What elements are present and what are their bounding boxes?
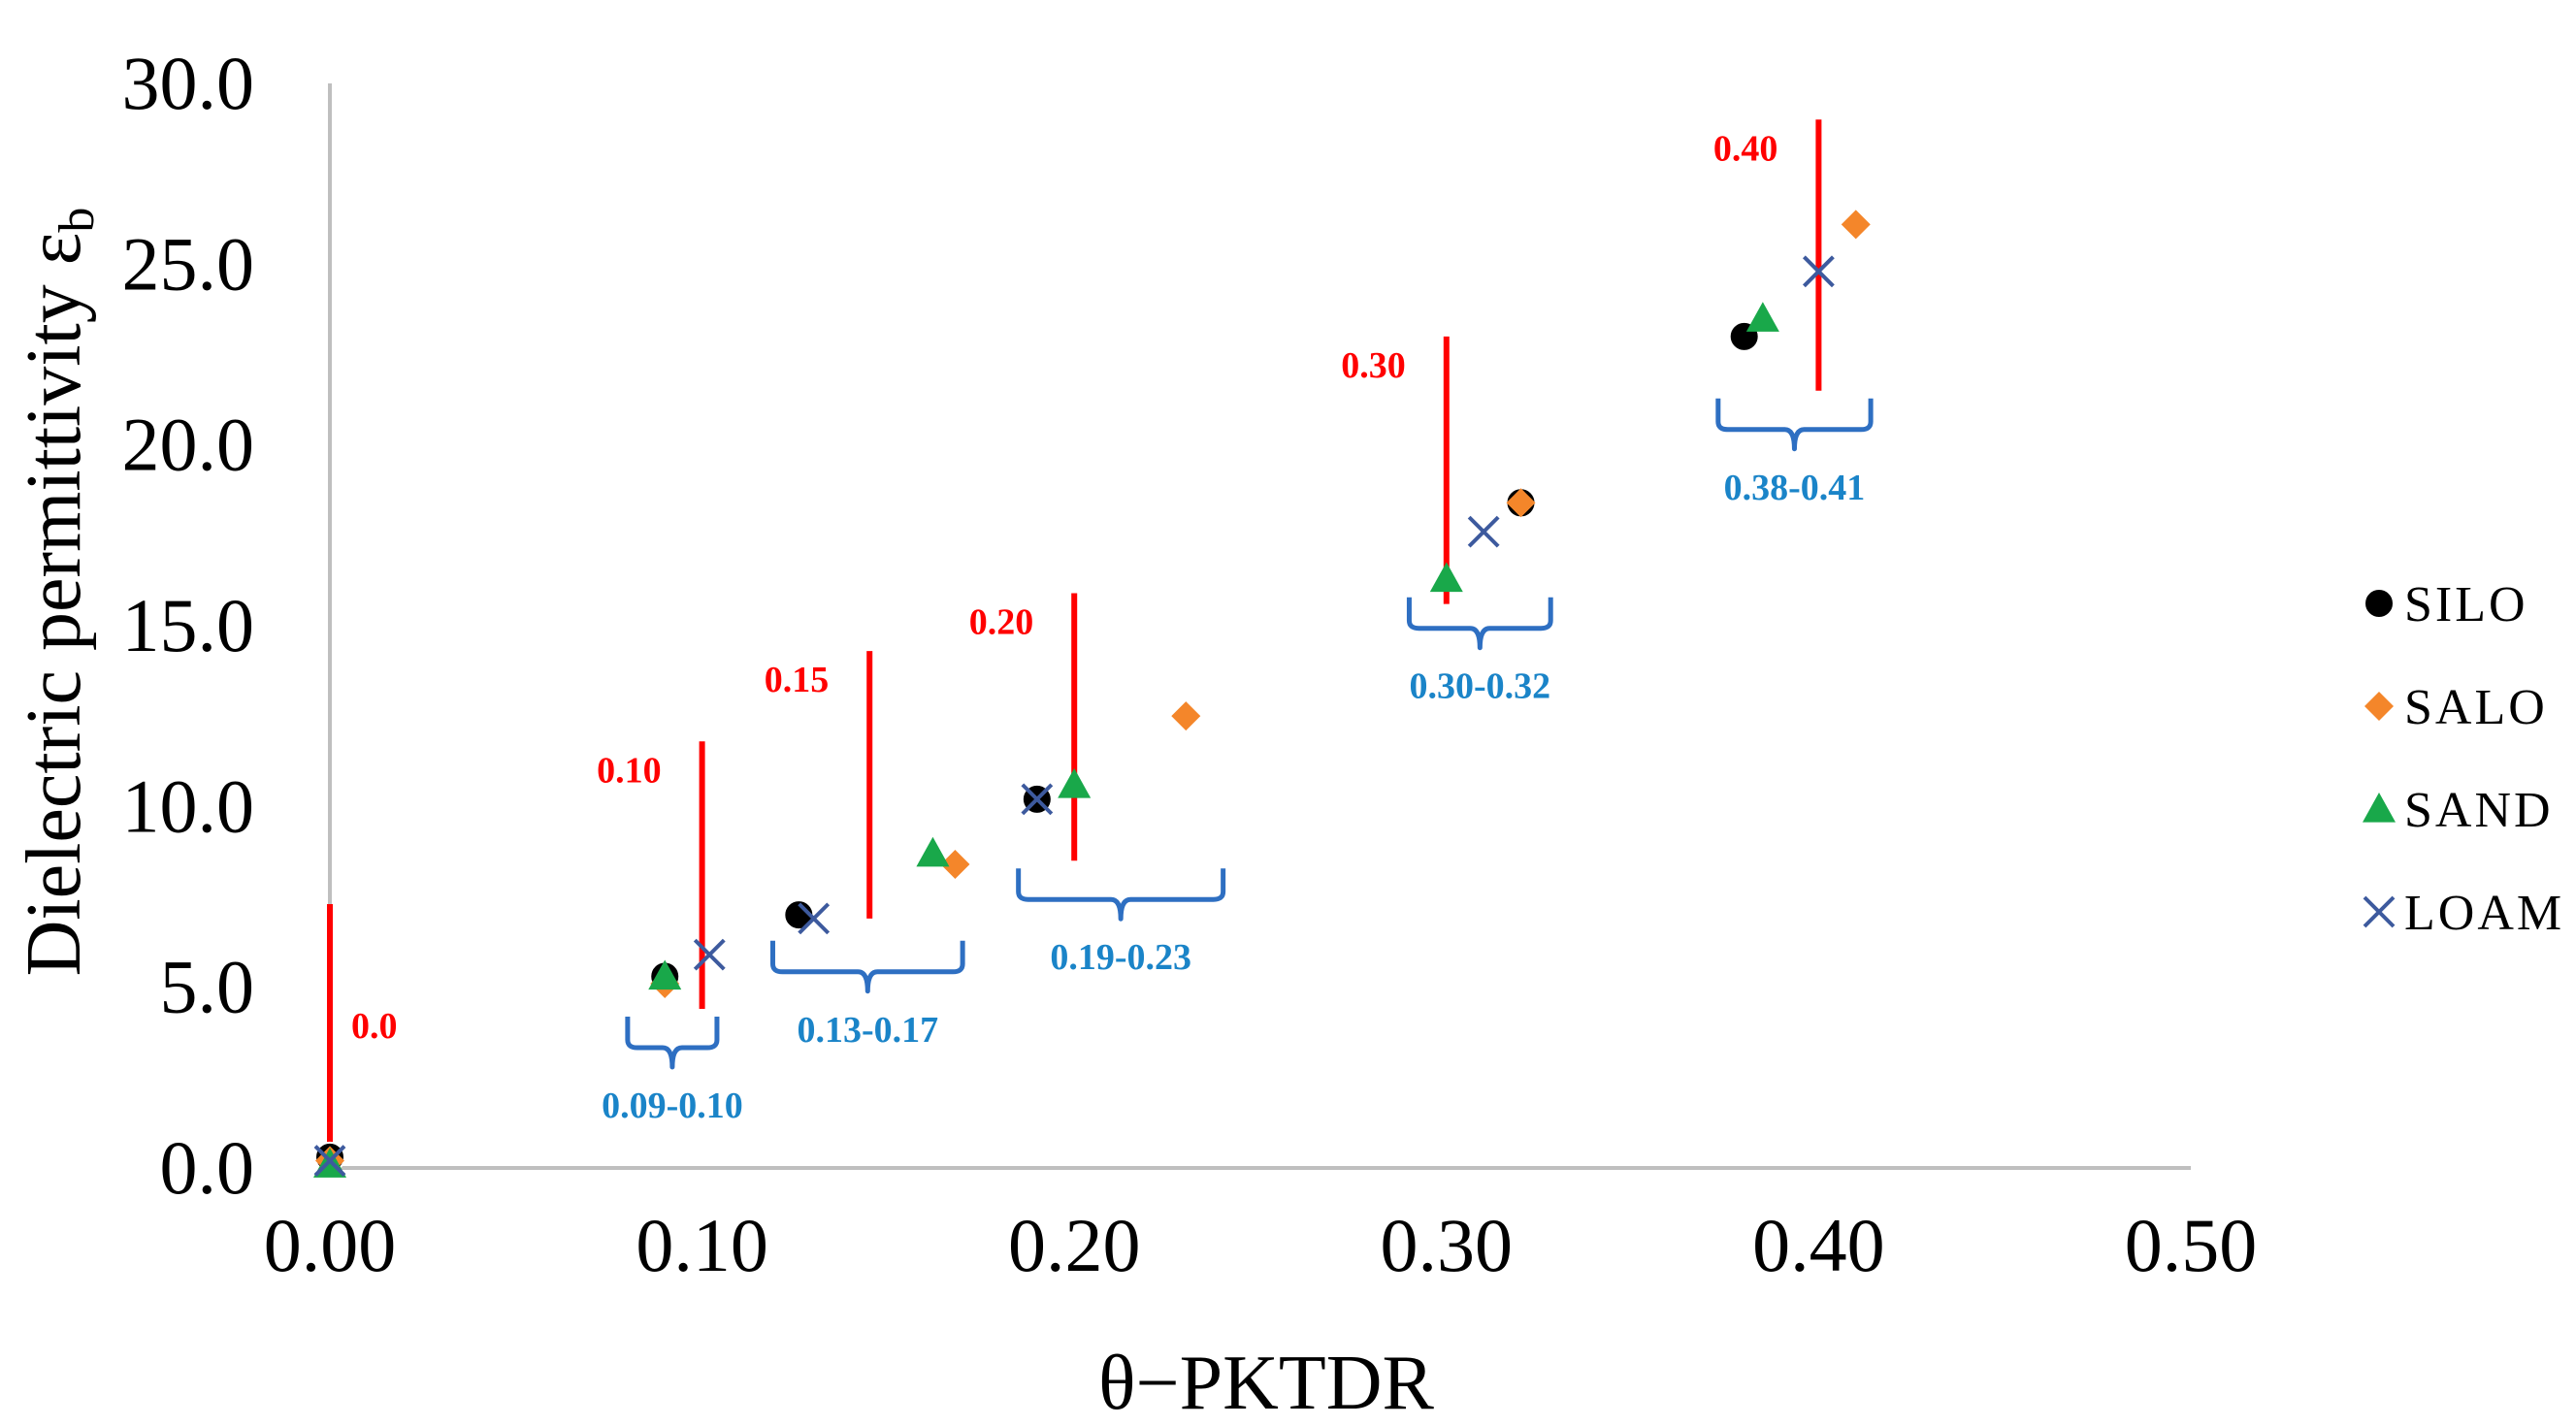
salo-point: [1841, 210, 1871, 240]
reference-line-label: 0.20: [969, 601, 1034, 642]
sand-point: [1745, 302, 1779, 332]
range-label: 0.30-0.32: [1409, 666, 1550, 707]
y-tick-label: 20.0: [122, 403, 255, 487]
y-axis-title: Dielectric permittivity εb: [12, 208, 105, 977]
legend: SILO SALO SAND LOAM: [2363, 577, 2564, 941]
loam-point: [313, 1145, 346, 1177]
range-bracket: [1715, 398, 1874, 452]
salo-point: [1506, 488, 1536, 518]
salo-point: [940, 849, 970, 879]
y-tick-label: 30.0: [122, 41, 255, 125]
x-tick-label: 0.30: [1381, 1203, 1514, 1287]
tick-labels-group: 0.05.010.015.020.025.030.00.00 0.10 0.20 0.…: [122, 41, 2258, 1287]
legend-label-loam: LOAM: [2404, 886, 2564, 941]
sand-point: [1058, 767, 1092, 798]
reference-line-label: 0.40: [1713, 128, 1778, 169]
silo-point: [783, 899, 815, 931]
sand-point: [1429, 562, 1463, 593]
x-tick-label: 0.10: [636, 1203, 768, 1287]
data-points-group: [313, 210, 1871, 1178]
range-label: 0.38-0.41: [1724, 468, 1866, 508]
loam-point: [1021, 783, 1054, 816]
y-tick-label: 5.0: [160, 945, 255, 1029]
reference-line-label: 0.15: [765, 660, 830, 700]
legend-marker-loam: [2363, 895, 2396, 928]
loam-point: [693, 938, 726, 971]
loam-point: [1467, 515, 1500, 548]
y-tick-label: 0.0: [160, 1125, 255, 1210]
x-tick-label: 0.50: [2125, 1203, 2258, 1287]
range-label: 0.13-0.17: [797, 1010, 938, 1051]
range-bracket: [1016, 868, 1226, 922]
reference-line-label: 0.30: [1341, 345, 1406, 386]
y-axis-title-subscript: b: [49, 208, 105, 233]
x-tick-label: 0.00: [264, 1203, 397, 1287]
reference-lines-group: 0.0 0.10 0.15 0.20 0.30 0.40: [327, 119, 1822, 1161]
sand-point: [916, 836, 950, 867]
y-tick-label: 15.0: [122, 583, 255, 667]
range-bracket: [769, 940, 965, 994]
loam-point: [798, 902, 831, 935]
legend-label-salo: SALO: [2404, 680, 2548, 735]
sand-point: [648, 959, 682, 990]
reference-line-label: 0.0: [351, 1006, 398, 1047]
range-bracket: [1406, 597, 1553, 651]
y-axis-title-main: Dielectric permittivity ε: [12, 233, 97, 977]
axes-group: [328, 83, 2191, 1170]
loam-point: [1802, 255, 1835, 288]
range-annotations-group: 0.09-0.10 0.13-0.17 0.19-0.23 0.30-0.32 0.38…: [602, 398, 1874, 1126]
y-tick-label: 10.0: [122, 763, 255, 848]
x-tick-label: 0.20: [1008, 1203, 1141, 1287]
legend-label-silo: SILO: [2404, 577, 2528, 632]
legend-marker-silo: [2364, 588, 2395, 619]
reference-line-label: 0.10: [597, 750, 662, 791]
x-axis-title: θ−PKTDR: [1098, 1341, 1434, 1426]
range-label: 0.19-0.23: [1050, 937, 1191, 978]
y-tick-label: 25.0: [122, 221, 255, 306]
legend-label-sand: SAND: [2404, 783, 2554, 838]
range-label: 0.09-0.10: [602, 1086, 743, 1126]
legend-marker-sand: [2363, 793, 2396, 823]
legend-marker-salo: [2364, 692, 2394, 721]
x-tick-label: 0.40: [1752, 1203, 1885, 1287]
range-bracket: [625, 1017, 720, 1070]
salo-point: [1171, 701, 1201, 731]
